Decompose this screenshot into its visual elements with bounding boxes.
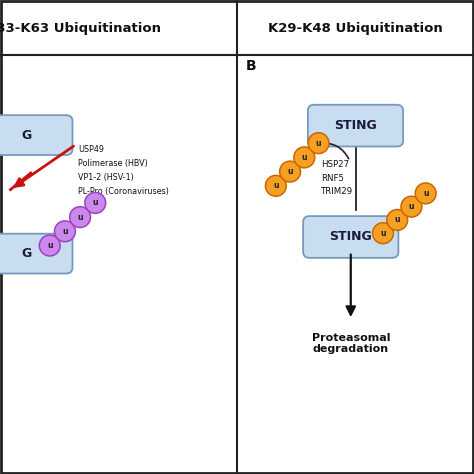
Text: STING: STING bbox=[334, 119, 377, 132]
Text: u: u bbox=[287, 167, 293, 176]
Text: u: u bbox=[92, 199, 98, 207]
Circle shape bbox=[55, 221, 75, 242]
Text: K33-K63 Ubiquitination: K33-K63 Ubiquitination bbox=[0, 22, 161, 35]
Text: PL-Pro (Coronaviruses): PL-Pro (Coronaviruses) bbox=[78, 188, 169, 196]
Circle shape bbox=[70, 207, 91, 228]
Text: RNF5: RNF5 bbox=[321, 174, 345, 182]
Text: u: u bbox=[62, 227, 68, 236]
Circle shape bbox=[401, 196, 422, 217]
Circle shape bbox=[39, 235, 60, 256]
Circle shape bbox=[387, 210, 408, 230]
Text: HSP27: HSP27 bbox=[321, 161, 349, 169]
Circle shape bbox=[308, 133, 329, 154]
Text: u: u bbox=[273, 182, 279, 190]
Text: u: u bbox=[409, 202, 414, 211]
Text: STING: STING bbox=[329, 230, 372, 244]
Text: u: u bbox=[301, 153, 307, 162]
Text: u: u bbox=[77, 213, 83, 221]
Text: B: B bbox=[246, 59, 256, 73]
Text: TRIM29: TRIM29 bbox=[321, 187, 354, 196]
FancyBboxPatch shape bbox=[303, 216, 399, 258]
Text: u: u bbox=[316, 139, 321, 147]
Text: USP49: USP49 bbox=[78, 145, 104, 154]
FancyBboxPatch shape bbox=[0, 234, 73, 273]
Text: G: G bbox=[21, 247, 31, 260]
FancyBboxPatch shape bbox=[308, 105, 403, 146]
Circle shape bbox=[85, 192, 106, 213]
Text: u: u bbox=[394, 216, 400, 224]
Circle shape bbox=[373, 223, 393, 244]
Text: u: u bbox=[47, 241, 53, 250]
Text: u: u bbox=[380, 229, 386, 237]
Text: VP1-2 (HSV-1): VP1-2 (HSV-1) bbox=[78, 173, 134, 182]
Text: Proteasomal
degradation: Proteasomal degradation bbox=[311, 333, 390, 355]
Circle shape bbox=[294, 147, 315, 168]
Text: u: u bbox=[423, 189, 428, 198]
Text: Polimerase (HBV): Polimerase (HBV) bbox=[78, 159, 148, 168]
Text: K29-K48 Ubiquitination: K29-K48 Ubiquitination bbox=[268, 22, 443, 35]
Circle shape bbox=[280, 161, 301, 182]
Text: G: G bbox=[21, 128, 31, 142]
Circle shape bbox=[415, 183, 436, 204]
FancyBboxPatch shape bbox=[0, 115, 73, 155]
Circle shape bbox=[265, 175, 286, 196]
